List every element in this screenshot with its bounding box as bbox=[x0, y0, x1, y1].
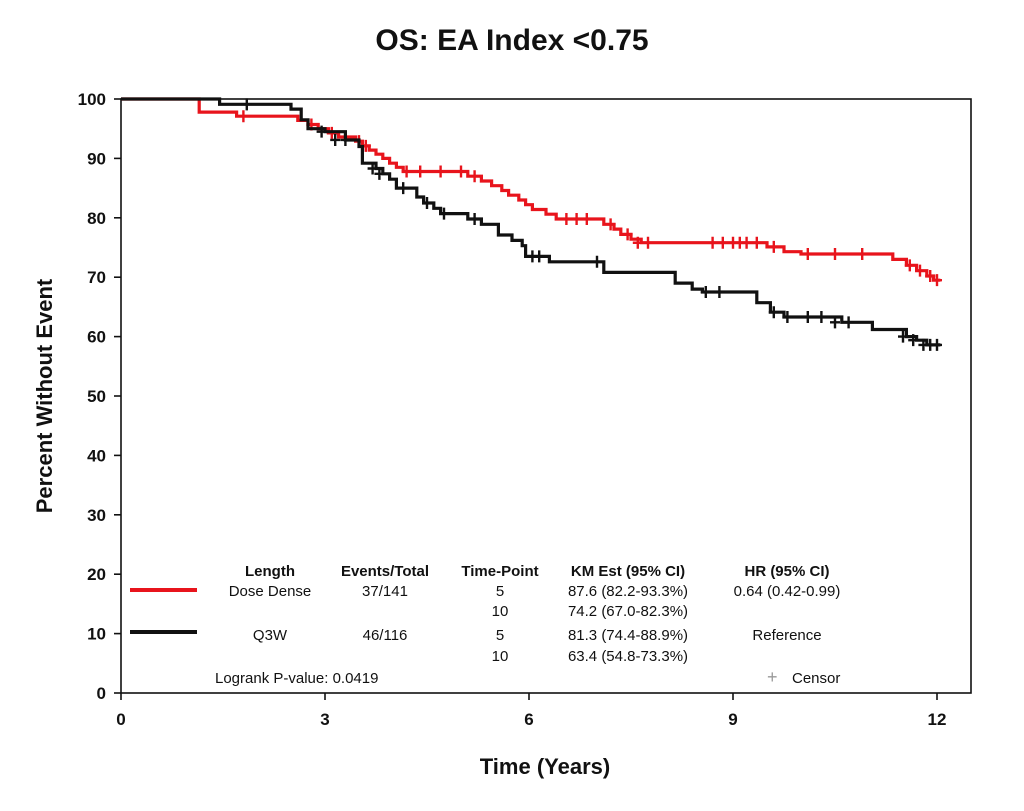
legend-header: Length bbox=[245, 563, 295, 580]
censor-mark-q3w bbox=[330, 133, 341, 146]
censor-mark-dose-dense bbox=[717, 236, 728, 249]
y-tick-label: 80 bbox=[87, 209, 106, 228]
censor-mark-dose-dense bbox=[707, 236, 718, 249]
censor-mark-dose-dense bbox=[605, 218, 616, 231]
censor-legend-label: Censor bbox=[792, 670, 840, 687]
censor-mark-dose-dense bbox=[751, 236, 762, 249]
legend-header: KM Est (95% CI) bbox=[571, 563, 685, 580]
censor-mark-q3w bbox=[439, 207, 449, 220]
legend-cell: 81.3 (74.4-88.9%) bbox=[568, 627, 688, 644]
legend-cell: 87.6 (82.2-93.3%) bbox=[568, 583, 688, 600]
censor-mark-q3w bbox=[843, 316, 854, 329]
x-tick-label: 0 bbox=[116, 710, 125, 729]
censor-mark-dose-dense bbox=[435, 165, 446, 178]
series-q3w-line bbox=[121, 97, 941, 347]
legend-table: Length Events/Total Time-Point KM Est (95% … bbox=[130, 563, 840, 687]
censor-mark-q3w bbox=[340, 133, 351, 146]
y-tick-label: 70 bbox=[87, 268, 106, 287]
censor-mark-q3w bbox=[830, 316, 840, 329]
legend-cell: Q3W bbox=[253, 627, 288, 644]
censor-mark-q3w bbox=[782, 310, 793, 323]
censor-mark-dose-dense bbox=[415, 165, 426, 178]
logrank-pvalue: Logrank P-value: 0.0419 bbox=[215, 670, 378, 687]
legend-cell: 46/116 bbox=[363, 627, 408, 644]
censor-mark-q3w bbox=[316, 125, 327, 138]
censor-mark-dose-dense bbox=[857, 248, 868, 261]
censor-mark-q3w bbox=[898, 330, 908, 343]
x-tick-label: 6 bbox=[524, 710, 533, 729]
censor-mark-q3w bbox=[534, 250, 545, 263]
censor-mark-q3w bbox=[700, 286, 711, 299]
legend-cell: 10 bbox=[492, 603, 509, 620]
y-axis: 0 10 20 30 40 50 60 70 80 90 100 bbox=[78, 90, 121, 703]
survival-curves bbox=[121, 97, 942, 351]
y-tick-label: 10 bbox=[87, 625, 106, 644]
censor-mark-dose-dense bbox=[238, 110, 249, 123]
legend-header: Time-Point bbox=[461, 563, 538, 580]
censor-mark-dose-dense bbox=[802, 248, 813, 261]
censor-mark-dose-dense bbox=[643, 236, 653, 249]
legend-cell: 0.64 (0.42-0.99) bbox=[734, 583, 841, 600]
censor-mark-dose-dense bbox=[622, 228, 633, 241]
legend-cell: 5 bbox=[496, 583, 504, 600]
y-tick-label: 40 bbox=[87, 446, 106, 465]
legend-cell: 10 bbox=[492, 648, 509, 665]
censor-legend-icon: + bbox=[767, 667, 778, 687]
y-tick-label: 30 bbox=[87, 506, 106, 525]
censor-mark-q3w bbox=[768, 306, 779, 319]
y-tick-label: 90 bbox=[87, 149, 106, 168]
censor-mark-q3w bbox=[469, 212, 480, 225]
x-axis-title: Time (Years) bbox=[480, 754, 610, 779]
chart-title: OS: EA Index <0.75 bbox=[375, 24, 649, 57]
legend-cell: 63.4 (54.8-73.3%) bbox=[568, 648, 688, 665]
censor-mark-dose-dense bbox=[830, 248, 840, 261]
y-tick-label: 60 bbox=[87, 328, 106, 347]
censor-mark-q3w bbox=[367, 162, 378, 175]
censor-mark-q3w bbox=[398, 182, 409, 195]
legend-header: Events/Total bbox=[341, 563, 429, 580]
legend-cell: 74.2 (67.0-82.3%) bbox=[568, 603, 688, 620]
legend-cell: Reference bbox=[752, 627, 821, 644]
censor-mark-q3w bbox=[714, 286, 725, 299]
legend-header: HR (95% CI) bbox=[744, 563, 829, 580]
legend-cell: Dose Dense bbox=[229, 583, 312, 600]
censor-mark-q3w bbox=[241, 98, 252, 111]
censor-mark-dose-dense bbox=[469, 170, 480, 183]
censor-mark-dose-dense bbox=[456, 165, 466, 178]
censor-mark-dose-dense bbox=[401, 165, 412, 178]
censor-mark-dose-dense bbox=[741, 236, 752, 249]
censor-mark-q3w bbox=[592, 255, 602, 268]
censor-mark-q3w bbox=[374, 167, 385, 180]
censor-mark-q3w bbox=[802, 310, 813, 323]
legend-cell: 37/141 bbox=[362, 583, 408, 600]
x-tick-label: 12 bbox=[928, 710, 947, 729]
censor-mark-q3w bbox=[422, 196, 432, 209]
censor-mark-q3w bbox=[908, 334, 919, 347]
y-tick-label: 100 bbox=[78, 90, 106, 109]
censor-mark-dose-dense bbox=[904, 259, 915, 272]
censor-mark-dose-dense bbox=[561, 212, 572, 225]
censor-mark-dose-dense bbox=[571, 212, 582, 225]
y-tick-label: 50 bbox=[87, 387, 106, 406]
censor-mark-dose-dense bbox=[932, 274, 942, 287]
y-tick-label: 20 bbox=[87, 565, 106, 584]
censor-mark-q3w bbox=[816, 310, 827, 323]
censor-mark-dose-dense bbox=[581, 212, 592, 225]
censor-mark-dose-dense bbox=[632, 236, 643, 249]
censor-mark-dose-dense bbox=[915, 264, 925, 277]
y-tick-label: 0 bbox=[97, 684, 106, 703]
legend-cell: 5 bbox=[496, 627, 504, 644]
x-axis: 0 3 6 9 12 bbox=[116, 693, 946, 729]
censor-mark-dose-dense bbox=[925, 270, 936, 283]
series-dose-dense-line bbox=[121, 97, 941, 282]
censor-mark-dose-dense bbox=[768, 240, 779, 253]
x-tick-label: 3 bbox=[320, 710, 329, 729]
censor-mark-q3w bbox=[932, 338, 942, 351]
y-axis-title: Percent Without Event bbox=[32, 278, 57, 513]
plot-frame bbox=[120, 98, 972, 694]
x-tick-label: 9 bbox=[728, 710, 737, 729]
